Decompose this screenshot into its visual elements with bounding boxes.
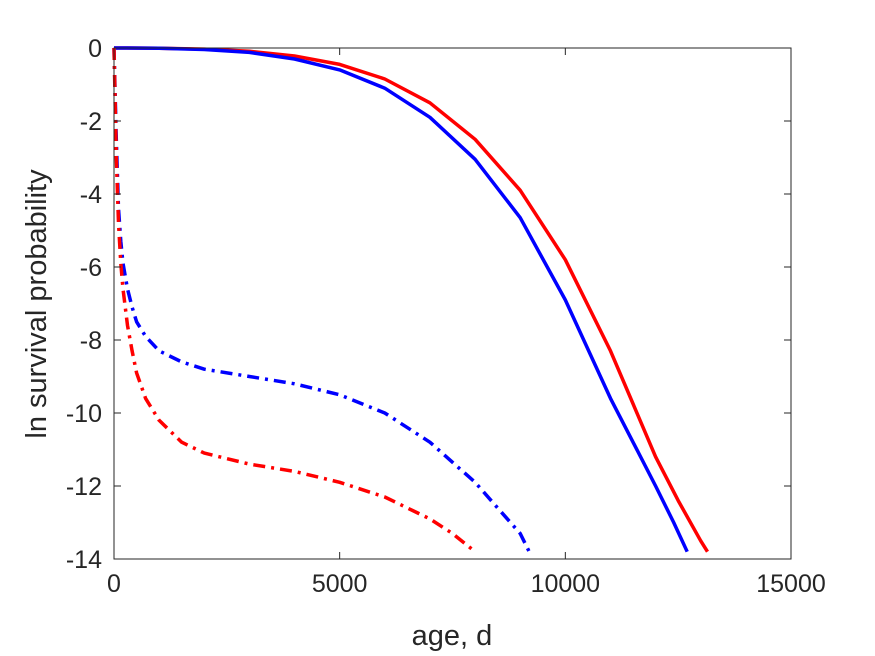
x-tick-label: 15000 (756, 570, 826, 598)
tick-labels-layer: 0 5000 10000 15000 -14 -12 -10 -8 -6 -4 -2 0 (66, 35, 826, 598)
y-tick-label: -14 (66, 546, 102, 574)
y-tick-label: -10 (66, 400, 102, 428)
y-tick-label: -4 (80, 181, 102, 209)
y-tick-label: -8 (80, 327, 102, 355)
y-tick-label: -2 (80, 108, 102, 136)
x-tick-label: 5000 (312, 570, 368, 598)
x-tick-label: 0 (107, 570, 121, 598)
y-tick-label: -6 (80, 254, 102, 282)
x-tick-label: 10000 (531, 570, 601, 598)
x-axis-label: age, d (412, 620, 493, 652)
plot-area (114, 48, 791, 559)
series-line-2 (113, 46, 689, 553)
y-tick-label: -12 (66, 473, 102, 501)
ticks-layer (113, 47, 792, 560)
series-layer (112, 46, 709, 554)
y-tick-label: 0 (88, 35, 102, 63)
series-line-4 (112, 47, 477, 554)
y-axis-label: ln survival probability (21, 169, 53, 439)
plot-frame (113, 47, 792, 560)
